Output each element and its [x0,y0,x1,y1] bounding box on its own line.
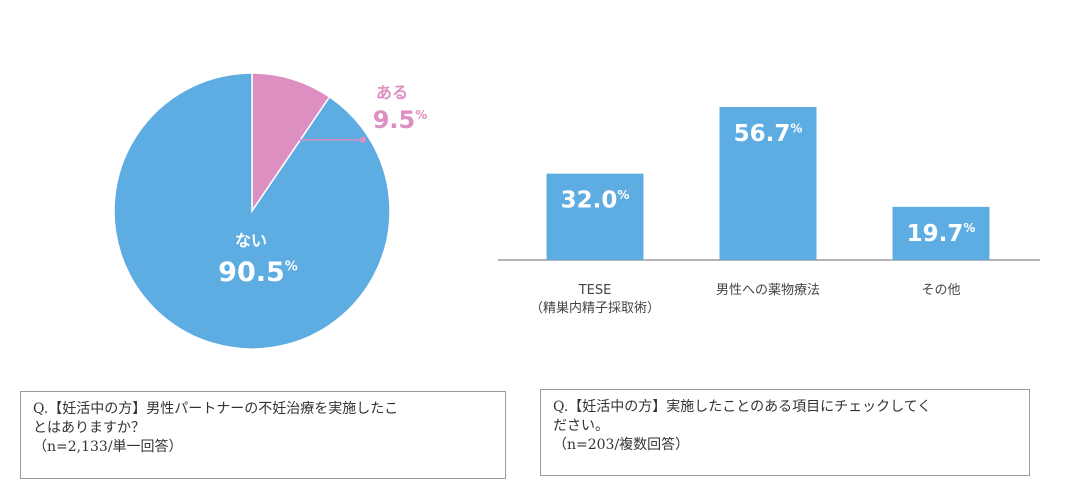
slice-value-aru: 9.5% [373,106,428,134]
bar-value-label: 56.7% [734,121,803,147]
leader-dot [266,136,273,143]
bar [892,206,990,260]
question-box-1: Q.【妊活中の方】男性パートナーの不妊治療を実施したこ とはありますか？ （n=… [20,391,506,479]
bar-category-label: 男性への薬物療法 [716,283,820,298]
bar-chart: 32.0% TESE （精巣内精子採取術） 56.7% 男性への薬物療法 19.7% その他 [498,107,1040,316]
pie-slice [251,72,331,214]
charts-canvas: ある 9.5% ない 90.5% 32.0% TESE （精巣内精子採取術） 56.7% 男性… [113,72,1040,350]
question-2-line-3: （n=203/複数回答） [553,437,690,453]
question-1-line-3: （n=2,133/単一回答） [33,439,183,455]
bar [546,173,644,260]
slice-label-aru: ある [376,83,408,102]
pie-slice [113,72,391,350]
question-1-line-1: Q.【妊活中の方】男性パートナーの不妊治療を実施したこ [33,401,399,417]
bar-category-label: その他 [921,283,960,298]
question-box-2: Q.【妊活中の方】実施したことのある項目にチェックしてく ださい。 （n=203… [540,389,1030,476]
bar [719,107,817,260]
slice-value-nai: 90.5% [218,257,298,288]
question-2-line-2: ださい。 [553,418,609,434]
bar-category-label: TESE [578,283,612,298]
slice-label-nai: ない [235,231,267,250]
leader-dot [360,136,366,143]
pie-chart: ある 9.5% ない 90.5% [113,72,428,350]
question-1-line-2: とはありますか？ [33,420,145,436]
question-2-line-1: Q.【妊活中の方】実施したことのある項目にチェックしてく [553,399,932,415]
bar-category-label: （精巣内精子採取術） [530,300,660,316]
bar-value-label: 32.0% [561,188,630,214]
bar-value-label: 19.7% [907,221,976,247]
